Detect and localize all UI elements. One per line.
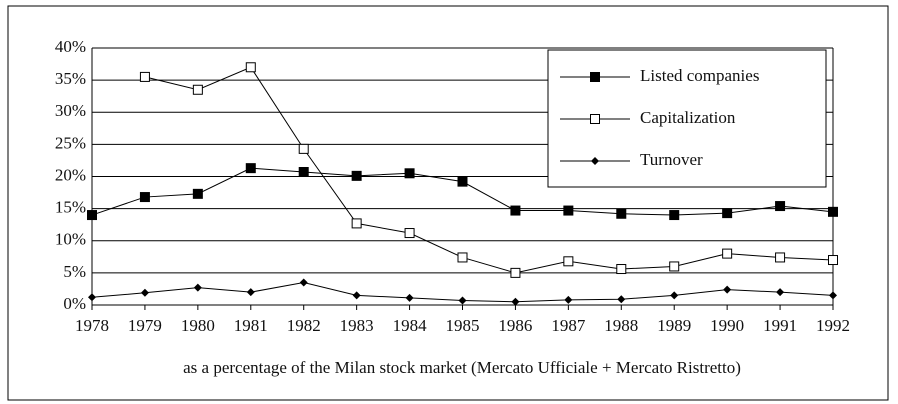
marker [563, 205, 574, 216]
marker [404, 168, 415, 179]
marker [299, 278, 308, 287]
x-tick-label: 1992 [816, 316, 850, 335]
marker [723, 285, 732, 294]
legend-label: Turnover [640, 150, 703, 169]
legend-label: Capitalization [640, 108, 736, 127]
marker [670, 291, 679, 300]
y-tick-label: 35% [55, 69, 86, 88]
marker [828, 255, 838, 266]
marker [617, 295, 626, 304]
marker [590, 114, 600, 124]
marker [352, 291, 361, 300]
marker [457, 252, 468, 263]
marker [405, 293, 414, 302]
x-tick-label: 1986 [498, 316, 532, 335]
x-tick-label: 1978 [75, 316, 109, 335]
x-tick-label: 1980 [181, 316, 215, 335]
y-tick-label: 0% [63, 294, 86, 313]
x-axis-label: as a percentage of the Milan stock marke… [183, 358, 741, 377]
marker [298, 143, 309, 154]
marker [829, 291, 837, 300]
y-tick-label: 5% [63, 262, 86, 281]
marker [564, 295, 573, 304]
x-tick-label: 1979 [128, 316, 162, 335]
marker [139, 71, 150, 82]
x-tick-label: 1982 [287, 316, 321, 335]
marker [88, 293, 96, 302]
marker [404, 228, 415, 239]
y-tick-label: 15% [55, 198, 86, 217]
marker [245, 163, 256, 174]
marker [669, 210, 680, 221]
y-tick-label: 40% [55, 37, 86, 56]
marker [563, 256, 574, 267]
marker [87, 210, 97, 221]
x-tick-label: 1989 [657, 316, 691, 335]
marker [192, 188, 203, 199]
marker [722, 208, 733, 219]
frame [7, 5, 889, 401]
x-tick-label: 1984 [393, 316, 428, 335]
marker [351, 218, 362, 229]
marker [192, 84, 203, 95]
x-tick-label: 1981 [234, 316, 268, 335]
marker [139, 192, 150, 203]
marker [591, 157, 599, 165]
marker [828, 206, 838, 217]
marker [616, 264, 627, 275]
series-line [144, 66, 834, 274]
x-tick-label: 1988 [604, 316, 638, 335]
marker [510, 205, 521, 216]
marker [590, 72, 600, 82]
x-tick-label: 1991 [763, 316, 797, 335]
marker [722, 248, 733, 259]
x-tick-label: 1985 [446, 316, 480, 335]
marker [298, 167, 309, 178]
x-tick-label: 1990 [710, 316, 744, 335]
y-tick-label: 30% [55, 101, 86, 120]
marker [246, 288, 255, 297]
marker [775, 252, 786, 263]
marker [193, 283, 202, 292]
legend-label: Listed companies [640, 66, 759, 85]
marker [245, 62, 256, 73]
x-tick-label: 1987 [551, 316, 586, 335]
marker [511, 297, 520, 306]
marker [458, 296, 467, 305]
marker [140, 288, 149, 297]
marker [510, 267, 521, 278]
marker [351, 170, 362, 181]
marker [457, 176, 468, 187]
y-tick-label: 20% [55, 165, 86, 184]
marker [669, 261, 680, 272]
y-tick-label: 25% [55, 133, 86, 152]
marker [775, 201, 786, 212]
marker [776, 288, 785, 297]
marker [616, 208, 627, 219]
y-tick-label: 10% [55, 230, 86, 249]
x-tick-label: 1983 [340, 316, 374, 335]
